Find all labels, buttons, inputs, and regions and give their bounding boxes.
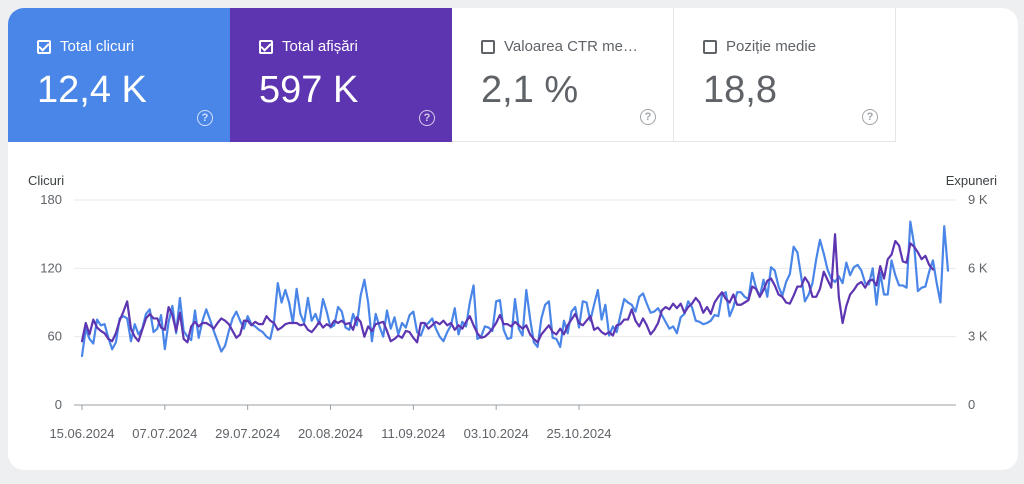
checkbox-unchecked-icon[interactable] [703,39,717,54]
x-tick-label: 29.07.2024 [215,426,280,441]
metric-average-ctr-label-row: Valoarea CTR me… [481,38,638,55]
performance-card: Total clicuri 12,4 K ? Total afișări 597… [8,8,1018,470]
y-left-tick-label: 0 [55,397,62,412]
metric-total-clicks-label-row: Total clicuri [37,38,134,55]
series-line-clicks [80,220,950,358]
y-right-tick-label: 6 K [968,260,988,275]
metric-average-position-value: 18,8 [703,69,777,111]
checkbox-unchecked-icon[interactable] [481,39,495,54]
y-right-tick-label: 3 K [968,329,988,344]
metric-total-impressions-label-row: Total afișări [259,38,358,55]
x-tick-label: 07.07.2024 [132,426,197,441]
metric-average-position-label-row: Poziție medie [703,38,816,55]
chart-gridlines [74,199,956,406]
metric-average-position[interactable]: Poziție medie 18,8 ? [674,8,896,142]
help-icon[interactable]: ? [640,109,656,125]
metric-total-impressions[interactable]: Total afișări 597 K ? [230,8,452,142]
help-icon[interactable]: ? [419,110,435,126]
help-icon[interactable]: ? [862,109,878,125]
y-right-tick-label: 0 [968,397,975,412]
metric-tabs: Total clicuri 12,4 K ? Total afișări 597… [8,8,896,142]
metric-average-ctr-value: 2,1 % [481,69,579,111]
checkbox-checked-icon[interactable] [37,39,51,54]
x-tick-label: 03.10.2024 [464,426,529,441]
help-icon[interactable]: ? [197,110,213,126]
x-tick-label: 25.10.2024 [546,426,611,441]
series-line-impressions [80,233,935,344]
x-tick-label: 11.09.2024 [381,426,445,441]
metric-total-clicks[interactable]: Total clicuri 12,4 K ? [8,8,230,142]
y-left-axis-title: Clicuri [28,173,64,188]
metric-total-impressions-value: 597 K [259,69,359,111]
y-right-tick-label: 9 K [968,192,988,207]
y-right-axis-title: Expuneri [946,173,997,188]
metric-average-ctr[interactable]: Valoarea CTR me… 2,1 % ? [452,8,674,142]
x-tick-label: 20.08.2024 [298,426,363,441]
performance-chart: 0 0 60 3 K 120 6 K 180 9 K 15.06.2024 07.07.2024 2… [28,173,997,441]
y-left-tick-label: 60 [48,329,62,344]
checkbox-checked-icon[interactable] [259,39,273,54]
metric-total-clicks-value: 12,4 K [37,69,147,111]
x-tick-label: 15.06.2024 [49,426,114,441]
chart-axes: 0 0 60 3 K 120 6 K 180 9 K 15.06.2024 07.07.2024 2… [40,192,988,441]
y-left-tick-label: 120 [40,260,62,275]
y-left-tick-label: 180 [40,192,62,207]
chart-series [80,220,950,358]
